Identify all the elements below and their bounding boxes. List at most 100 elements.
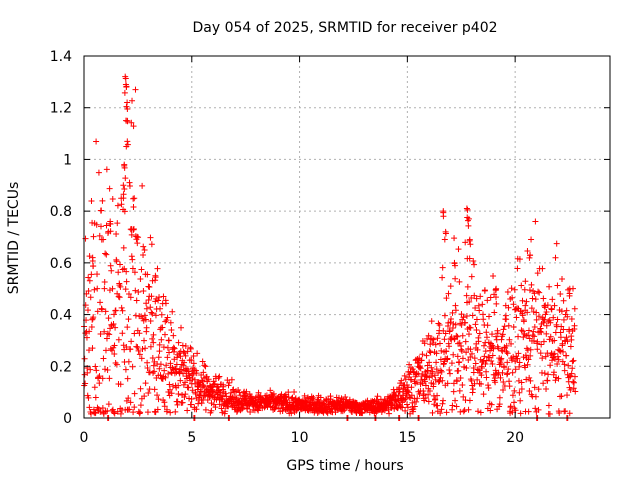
data-point (116, 261, 123, 268)
data-point (215, 374, 222, 381)
data-point (155, 396, 162, 403)
data-point (493, 333, 500, 340)
data-point (526, 374, 533, 381)
data-point (462, 338, 469, 345)
data-point (144, 409, 151, 416)
data-point (113, 258, 120, 265)
data-point (402, 396, 409, 403)
data-point (88, 197, 95, 204)
data-point (549, 296, 556, 303)
data-point (452, 397, 459, 404)
data-point (498, 347, 505, 354)
data-point (515, 333, 522, 340)
data-point (129, 265, 136, 272)
data-point (428, 318, 435, 325)
data-point (456, 278, 463, 285)
data-point (464, 206, 471, 213)
data-point (456, 359, 463, 366)
data-point (130, 195, 137, 202)
data-point (554, 353, 561, 360)
data-point (128, 231, 135, 238)
data-point (466, 255, 473, 262)
data-point (141, 246, 148, 253)
data-point (200, 369, 207, 376)
data-point (509, 294, 516, 301)
data-point (94, 285, 101, 292)
data-point (430, 380, 437, 387)
data-point (530, 328, 537, 335)
data-point (557, 334, 564, 341)
data-point (139, 182, 146, 189)
data-point (124, 138, 131, 145)
data-point (529, 295, 536, 302)
data-point (570, 378, 577, 385)
data-point (84, 369, 91, 376)
data-point (233, 408, 240, 415)
y-tick-label: 1 (63, 152, 72, 168)
data-point (452, 275, 459, 282)
data-point (91, 384, 98, 391)
data-point (133, 297, 140, 304)
data-point (391, 389, 398, 396)
data-point (544, 302, 551, 309)
data-point (97, 299, 104, 306)
data-point (108, 267, 115, 274)
data-point (488, 401, 495, 408)
data-point (102, 250, 109, 257)
data-point (103, 222, 110, 229)
data-point (433, 366, 440, 373)
data-point (106, 185, 113, 192)
data-point (506, 378, 513, 385)
data-point (532, 393, 539, 400)
data-point (94, 308, 101, 315)
data-point (547, 362, 554, 369)
data-point (104, 330, 111, 337)
data-point (527, 346, 534, 353)
data-point (439, 400, 446, 407)
data-point (109, 285, 116, 292)
data-point (571, 322, 578, 329)
data-point (406, 371, 413, 378)
data-point (103, 166, 110, 173)
data-point (135, 288, 142, 295)
data-point (178, 324, 185, 331)
data-point (555, 375, 562, 382)
data-point (467, 346, 474, 353)
data-point (531, 324, 538, 331)
data-point (561, 361, 568, 368)
data-point (82, 235, 89, 242)
data-point (486, 354, 493, 361)
data-point (460, 408, 467, 415)
data-point (123, 343, 130, 350)
data-point (450, 351, 457, 358)
data-point (212, 404, 219, 411)
data-point (499, 348, 506, 355)
data-point (520, 318, 527, 325)
data-point (487, 294, 494, 301)
data-point (115, 269, 122, 276)
data-point (500, 379, 507, 386)
data-point (534, 270, 541, 277)
data-point (164, 314, 171, 321)
data-point (435, 378, 442, 385)
data-point (528, 305, 535, 312)
data-point (532, 296, 539, 303)
y-tick-label: 0.2 (50, 359, 72, 375)
data-point (465, 222, 472, 229)
data-point (422, 378, 429, 385)
data-point (525, 327, 532, 334)
data-point (145, 296, 152, 303)
data-point (161, 403, 168, 410)
data-point (559, 275, 566, 282)
data-point (161, 331, 168, 338)
data-point (548, 306, 555, 313)
data-point (185, 384, 192, 391)
data-point (488, 357, 495, 364)
data-point (157, 372, 164, 379)
data-point (533, 309, 540, 316)
data-point (540, 338, 547, 345)
data-point (101, 366, 108, 373)
data-point (519, 312, 526, 319)
data-point (470, 369, 477, 376)
data-point (458, 346, 465, 353)
